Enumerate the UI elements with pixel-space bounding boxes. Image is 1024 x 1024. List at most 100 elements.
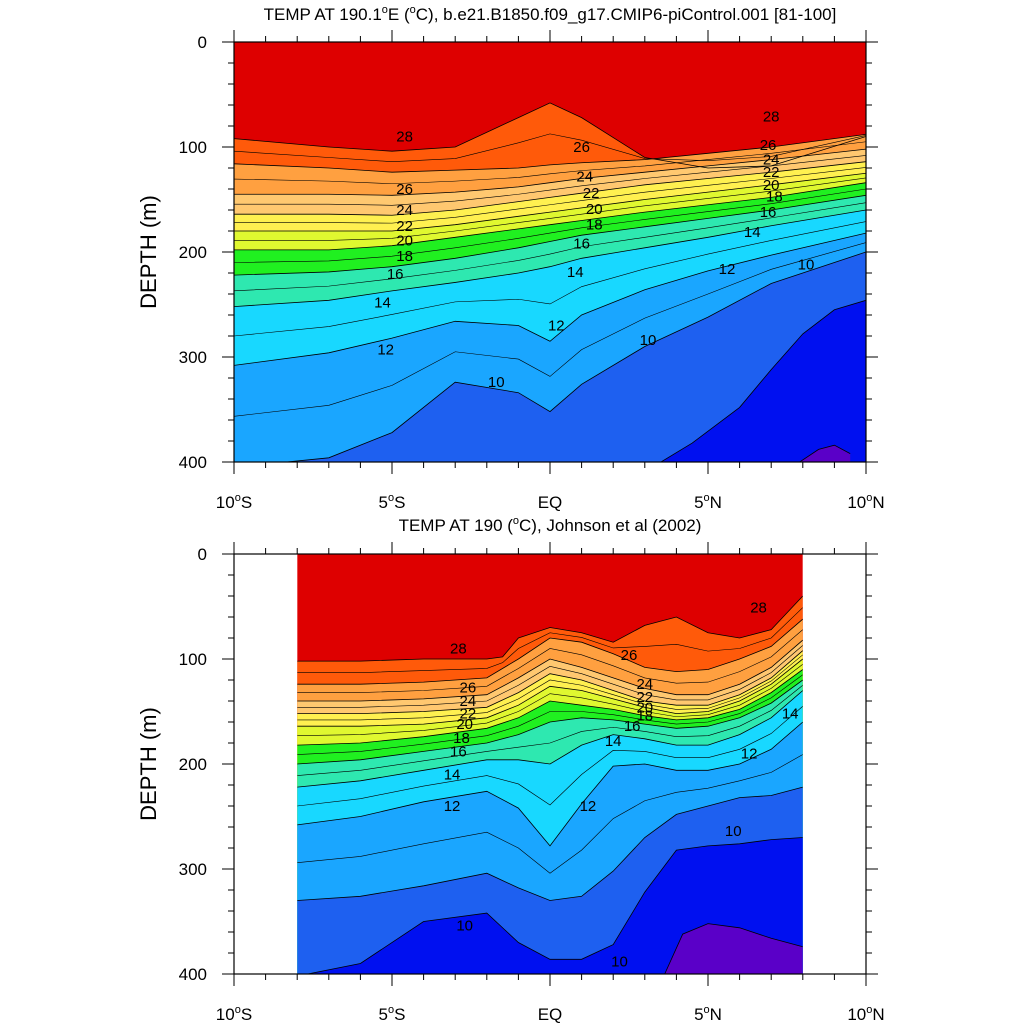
y-tick-label: 200 [179, 243, 207, 262]
contour-label: 12 [444, 798, 461, 815]
contour-label: 26 [459, 679, 476, 696]
contour-label: 16 [450, 743, 467, 760]
panel-model-title: TEMP AT 190.1oE (oC), b.e21.B1850.f09_g1… [264, 4, 837, 24]
contour-label: 22 [583, 185, 600, 202]
contour-label: 14 [374, 294, 391, 311]
isotherm-15 [234, 202, 866, 292]
contour-label: 28 [763, 109, 780, 126]
contour-lines [297, 595, 803, 974]
contour-label: 12 [719, 261, 736, 278]
x-tick-label: 10oS [216, 1004, 252, 1024]
isotherm-10 [297, 786, 803, 901]
contour-labels: 2826242220181614122624222018161412101028… [444, 600, 799, 971]
contour-label: 28 [396, 129, 413, 146]
isotherm-12 [297, 721, 803, 847]
isotherm-16 [234, 194, 866, 276]
contour-label: 18 [586, 217, 603, 234]
contour-label: 12 [548, 318, 565, 335]
isotherm-24 [297, 639, 803, 702]
isotherm-24 [234, 148, 866, 196]
band-below-10 [286, 252, 866, 462]
isotherm-23 [297, 645, 803, 708]
contour-label: 14 [782, 706, 799, 723]
band-below-9 [307, 837, 803, 974]
contour-label: 24 [459, 693, 476, 710]
contour-fill-region [234, 42, 866, 462]
isotherm-16 [297, 679, 803, 765]
y-tick-label: 200 [179, 755, 207, 774]
contour-label: 16 [573, 236, 590, 253]
contour-label: 10 [798, 257, 815, 274]
contour-label: 26 [760, 137, 777, 154]
panel-observed-axes: 0 100 200 300 400 10oS 5oS EQ 5oN 10oN [179, 542, 885, 1024]
isotherm-25 [297, 629, 803, 693]
isotherm-8 [798, 444, 851, 462]
panel-model: TEMP AT 190.1oE (oC), b.e21.B1850.f09_g1… [136, 4, 885, 512]
contour-label: 14 [567, 264, 584, 281]
panel-model-contour-plot: 2826242220181614122624222018161412101028… [234, 42, 866, 462]
isotherm-27 [297, 607, 803, 673]
panel-observed-contour-plot: 2826242220181614122624222018161412101028… [297, 554, 803, 974]
contour-label: 10 [640, 332, 657, 349]
contour-label: 12 [377, 342, 394, 359]
x-tick-label: EQ [538, 493, 563, 512]
x-tick-label: 10oN [847, 492, 884, 512]
isotherm-19 [297, 664, 803, 736]
contour-label: 26 [396, 181, 413, 198]
isotherm-9 [660, 299, 866, 462]
contour-label: 24 [576, 168, 593, 185]
panel-observed-ylabel: DEPTH (m) [136, 707, 161, 821]
band-below-9 [660, 300, 866, 462]
isotherm-28 [297, 595, 803, 662]
isotherm-14 [234, 209, 866, 307]
isotherm-19 [234, 177, 866, 241]
y-tick-label: 100 [179, 138, 207, 157]
isotherm-17 [297, 674, 803, 755]
contour-label: 26 [621, 647, 638, 664]
panel-model-ylabel: DEPTH (m) [136, 195, 161, 309]
contour-label: 20 [586, 201, 603, 218]
x-tick-label: 5oS [379, 1004, 406, 1024]
x-tick-label: 5oS [379, 492, 406, 512]
contour-fill-region [297, 554, 803, 974]
y-tick-label: 400 [179, 965, 207, 984]
contour-label: 28 [750, 600, 767, 617]
isotherm-13 [234, 221, 866, 337]
x-tick-label: 10oN [847, 1004, 884, 1024]
band-below-8 [799, 445, 851, 462]
contour-label: 22 [396, 218, 413, 235]
contour-label: 18 [636, 708, 653, 725]
contour-label: 18 [453, 730, 470, 747]
contour-label: 28 [450, 641, 467, 658]
contour-label: 10 [611, 953, 628, 970]
contour-lines [234, 102, 866, 462]
isotherm-15 [297, 685, 803, 776]
contour-label: 20 [636, 699, 653, 716]
contour-label: 20 [763, 177, 780, 194]
contour-label: 12 [580, 798, 597, 815]
contour-label: 10 [456, 918, 473, 935]
x-tick-label: 5oN [694, 492, 722, 512]
contour-label: 16 [387, 266, 404, 283]
contour-labels: 2826242220181614122624222018161412101028… [374, 109, 814, 392]
contour-label: 22 [459, 706, 476, 723]
contour-label: 22 [636, 689, 653, 706]
y-tick-label: 400 [179, 453, 207, 472]
band-below-8 [664, 923, 803, 974]
contour-label: 16 [760, 204, 777, 221]
isotherm-14 [297, 690, 803, 788]
contour-label: 14 [605, 733, 622, 750]
isotherm-11 [297, 754, 803, 874]
isotherm-17 [234, 188, 866, 263]
contour-label: 14 [744, 224, 761, 241]
y-tick-label: 0 [198, 545, 207, 564]
isotherm-10 [282, 251, 866, 462]
isotherm-18 [297, 669, 803, 746]
contour-label: 18 [766, 188, 783, 205]
contour-label: 24 [636, 676, 653, 693]
isotherm-9 [305, 837, 803, 974]
isotherm-13 [297, 706, 803, 807]
isotherm-8 [664, 923, 803, 974]
isotherm-23 [234, 155, 866, 206]
